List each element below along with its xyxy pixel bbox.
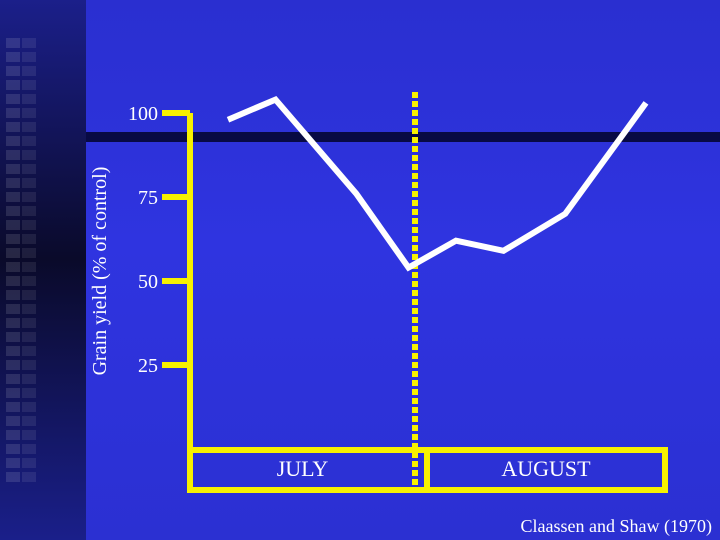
citation-text: Claassen and Shaw (1970) (520, 516, 712, 536)
left-square-pattern-inner (22, 38, 36, 486)
y-axis-label: Grain yield (% of control) (89, 167, 111, 376)
left-decorative-band (0, 0, 86, 540)
left-square-pattern (6, 38, 20, 486)
y-tick-label: 50 (138, 271, 158, 293)
x-category-july: JULY (277, 456, 329, 481)
y-tick-label: 100 (128, 103, 158, 125)
y-tick-label: 25 (138, 355, 158, 377)
x-category-august: AUGUST (501, 456, 591, 481)
top-shadow-bar (86, 132, 720, 142)
grain-yield-series-line (226, 95, 649, 272)
y-tick-label: 75 (138, 187, 158, 209)
